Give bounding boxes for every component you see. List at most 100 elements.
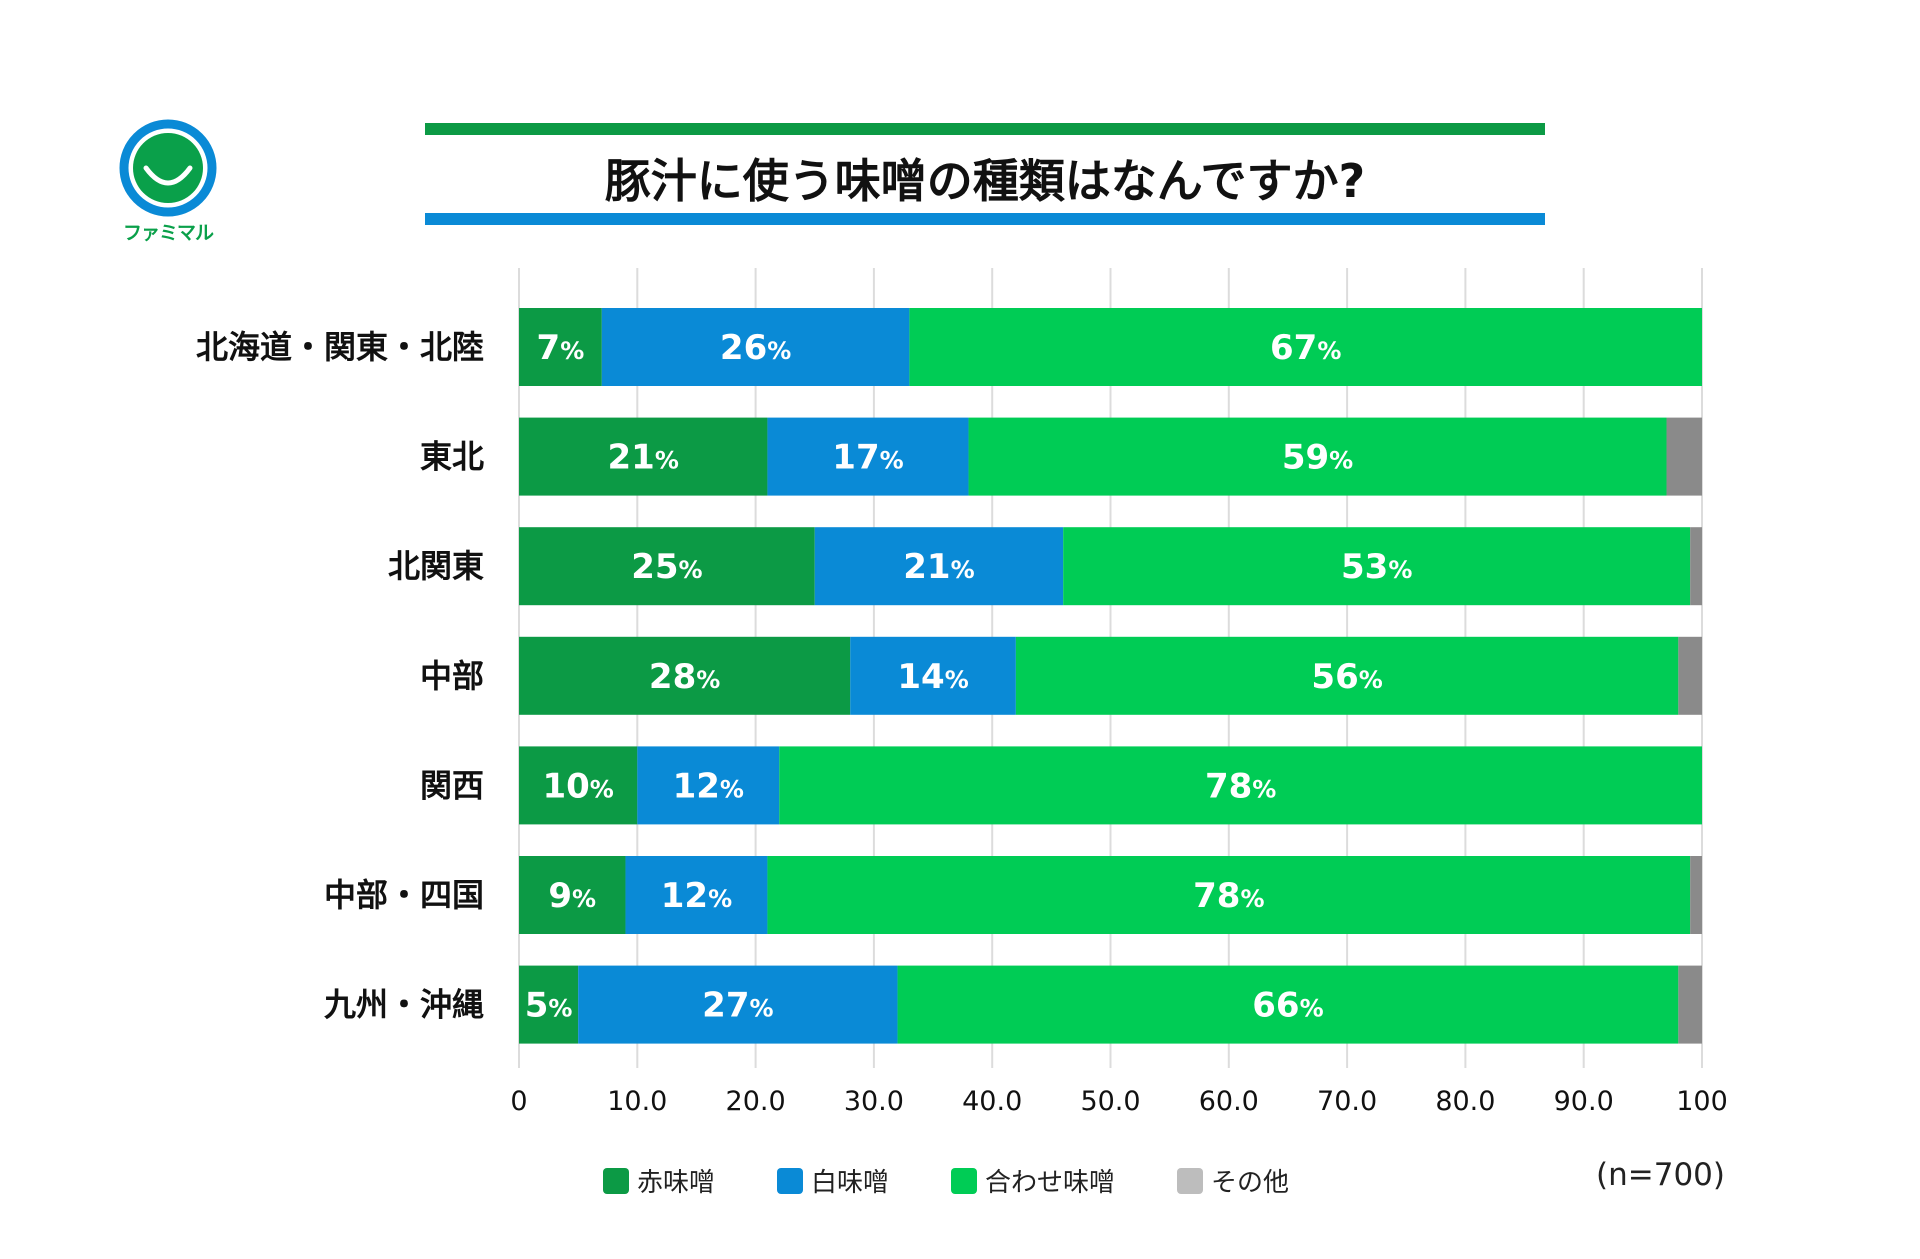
bar-segment-赤味噌 <box>519 308 602 386</box>
data-label-unit: % <box>708 885 732 913</box>
legend-swatch <box>951 1167 978 1194</box>
x-tick-label: 30.0 <box>844 1086 904 1117</box>
data-label-value: 66 <box>1252 986 1299 1026</box>
data-label: 26% <box>720 328 791 368</box>
bar-segment-その他 <box>1666 417 1702 496</box>
x-tick-label: 60.0 <box>1199 1086 1259 1117</box>
data-label-unit: % <box>749 995 773 1023</box>
legend-swatch <box>603 1167 629 1194</box>
legend-label: 白味噌 <box>811 1168 890 1198</box>
title-rule-top <box>425 123 1545 135</box>
bar-segment-合わせ味噌 <box>779 746 1702 825</box>
data-label-value: 26 <box>720 328 767 368</box>
data-label-value: 12 <box>673 766 720 806</box>
data-label: 21% <box>903 547 974 587</box>
bar-segment-白味噌 <box>578 965 898 1044</box>
data-label: 5% <box>525 986 573 1026</box>
data-label-value: 5 <box>525 986 549 1026</box>
data-label-unit: % <box>679 556 703 584</box>
bar-segment-白味噌 <box>625 856 768 934</box>
bar-segment-合わせ味噌 <box>1063 527 1691 606</box>
bar-segment-その他 <box>1690 527 1702 606</box>
bar-segment-合わせ味噌 <box>968 417 1667 496</box>
data-label: 9% <box>548 876 596 916</box>
data-label: 7% <box>537 328 585 368</box>
data-label-unit: % <box>1240 885 1264 913</box>
data-label: 21% <box>608 438 679 478</box>
x-tick-label: 0 <box>510 1086 527 1117</box>
data-label-unit: % <box>1329 447 1353 475</box>
data-label: 17% <box>832 438 903 478</box>
chart-title: 豚汁に使う味噌の種類はなんですか? <box>604 154 1366 208</box>
data-label: 67% <box>1270 328 1341 368</box>
data-label-value: 78 <box>1193 876 1240 916</box>
bar-segment-合わせ味噌 <box>897 965 1679 1044</box>
bar-segment-その他 <box>1690 856 1702 934</box>
x-tick-label: 80.0 <box>1435 1086 1495 1117</box>
data-label-value: 67 <box>1270 328 1317 368</box>
legend-swatch <box>1177 1167 1204 1194</box>
legend-item: 合わせ味噌 <box>951 1162 1115 1199</box>
data-label-value: 21 <box>903 547 950 587</box>
data-label-value: 53 <box>1341 547 1388 587</box>
data-label-value: 27 <box>702 986 749 1026</box>
bar-segment-赤味噌 <box>519 527 815 606</box>
data-label-value: 17 <box>832 438 879 478</box>
data-label-value: 7 <box>537 328 561 368</box>
data-label-value: 9 <box>548 876 572 916</box>
data-label-value: 25 <box>631 547 678 587</box>
data-label: 28% <box>649 657 720 697</box>
data-label-unit: % <box>560 337 584 365</box>
data-label-unit: % <box>572 885 596 913</box>
data-label-unit: % <box>945 666 969 694</box>
data-label-unit: % <box>880 447 904 475</box>
legend-item: その他 <box>1177 1162 1289 1199</box>
data-label-value: 78 <box>1205 766 1252 806</box>
bar-segment-赤味噌 <box>519 856 626 934</box>
category-label: 中部 <box>420 657 484 695</box>
data-label-unit: % <box>1359 666 1383 694</box>
famimaru-logo: ファミマル <box>118 118 218 248</box>
data-label: 27% <box>702 986 773 1026</box>
data-label-unit: % <box>1317 337 1341 365</box>
sample-size-note: (n=700) <box>1596 1157 1725 1193</box>
bar-segment-赤味噌 <box>519 417 768 496</box>
data-label: 12% <box>673 766 744 806</box>
data-label: 12% <box>661 876 732 916</box>
data-label: 14% <box>897 657 968 697</box>
x-tick-label: 70.0 <box>1317 1086 1377 1117</box>
bar-segment-赤味噌 <box>519 636 851 715</box>
data-label: 66% <box>1252 986 1323 1026</box>
data-label-unit: % <box>767 337 791 365</box>
data-label-value: 21 <box>608 438 655 478</box>
title-rule-bottom <box>425 213 1545 225</box>
data-label-value: 12 <box>661 876 708 916</box>
smile-logo-icon <box>119 119 217 217</box>
logo-text: ファミマル <box>122 222 214 244</box>
bar-segment-合わせ味噌 <box>1015 636 1679 715</box>
bar-segment-白味噌 <box>850 636 1016 715</box>
category-label: 北関東 <box>388 547 484 585</box>
bar-segment-合わせ味噌 <box>909 308 1702 386</box>
data-label: 59% <box>1282 438 1353 478</box>
x-tick-label: 50.0 <box>1080 1086 1140 1117</box>
x-tick-label: 20.0 <box>726 1086 786 1117</box>
category-label: 東北 <box>420 438 484 476</box>
category-label: 中部・四国 <box>324 876 484 914</box>
bar-segment-白味噌 <box>814 527 1064 606</box>
x-tick-label: 90.0 <box>1554 1086 1614 1117</box>
bar-segment-合わせ味噌 <box>767 856 1691 934</box>
data-label: 10% <box>542 766 613 806</box>
data-label-unit: % <box>548 995 572 1023</box>
category-label: 北海道・関東・北陸 <box>196 328 484 366</box>
bar-segment-その他 <box>1678 965 1702 1044</box>
category-label: 関西 <box>420 766 484 804</box>
data-label-value: 10 <box>542 766 589 806</box>
x-tick-label: 10.0 <box>607 1086 667 1117</box>
x-tick-label: 40.0 <box>962 1086 1022 1117</box>
bar-segment-白味噌 <box>637 746 780 825</box>
data-label-unit: % <box>1300 995 1324 1023</box>
data-label: 78% <box>1205 766 1276 806</box>
data-label-unit: % <box>720 775 744 803</box>
